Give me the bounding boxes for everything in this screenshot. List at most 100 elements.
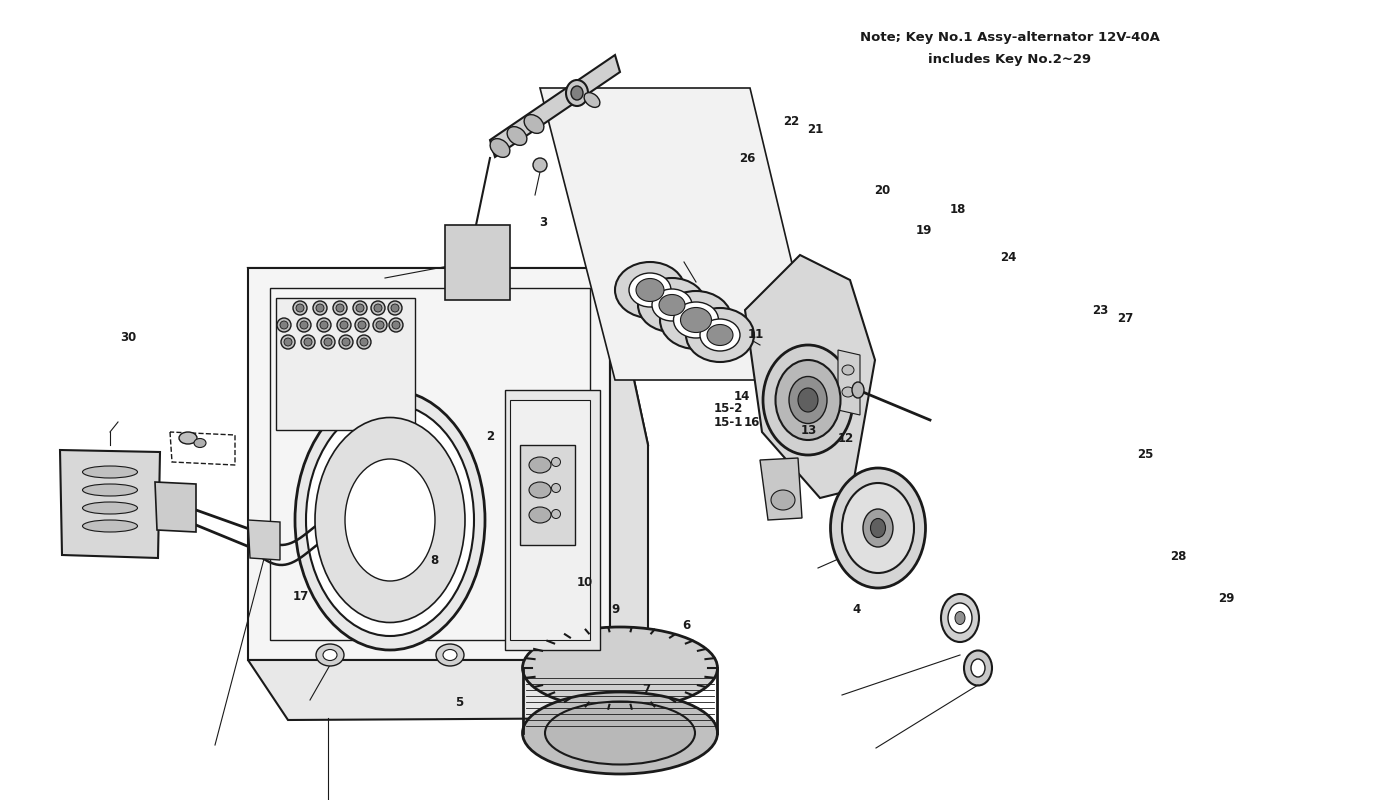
- Ellipse shape: [584, 93, 599, 107]
- Ellipse shape: [353, 301, 367, 315]
- Text: 2: 2: [486, 430, 494, 442]
- Ellipse shape: [529, 507, 552, 523]
- Polygon shape: [886, 491, 909, 518]
- Ellipse shape: [377, 321, 384, 329]
- Ellipse shape: [566, 80, 588, 106]
- Ellipse shape: [552, 458, 560, 466]
- Ellipse shape: [700, 319, 741, 351]
- Text: 12: 12: [837, 432, 854, 445]
- Ellipse shape: [841, 387, 854, 397]
- Text: 19: 19: [916, 224, 932, 237]
- Polygon shape: [839, 350, 860, 415]
- Ellipse shape: [323, 650, 337, 661]
- Ellipse shape: [955, 611, 965, 625]
- Ellipse shape: [529, 457, 552, 473]
- Polygon shape: [248, 268, 610, 660]
- Polygon shape: [760, 458, 802, 520]
- Text: 3: 3: [539, 216, 547, 229]
- Text: 7: 7: [643, 683, 651, 696]
- Polygon shape: [745, 255, 875, 498]
- Ellipse shape: [533, 158, 547, 172]
- Ellipse shape: [853, 382, 864, 398]
- Ellipse shape: [83, 520, 137, 532]
- Text: 21: 21: [806, 123, 823, 136]
- Ellipse shape: [673, 302, 718, 338]
- Text: 5: 5: [455, 696, 463, 709]
- Polygon shape: [886, 538, 909, 565]
- Text: 26: 26: [739, 152, 756, 165]
- Text: 22: 22: [783, 115, 799, 128]
- Ellipse shape: [965, 650, 993, 686]
- Text: 8: 8: [430, 554, 438, 566]
- Ellipse shape: [545, 702, 694, 765]
- Text: 9: 9: [612, 603, 620, 616]
- Polygon shape: [505, 390, 601, 650]
- Ellipse shape: [524, 114, 543, 134]
- Ellipse shape: [659, 294, 685, 315]
- Text: 29: 29: [1218, 592, 1235, 605]
- Polygon shape: [276, 298, 414, 430]
- Polygon shape: [510, 400, 589, 640]
- Ellipse shape: [374, 304, 382, 312]
- Ellipse shape: [314, 301, 328, 315]
- Ellipse shape: [315, 418, 465, 622]
- Ellipse shape: [776, 360, 840, 440]
- Ellipse shape: [871, 518, 885, 538]
- Ellipse shape: [344, 459, 435, 581]
- Text: Note; Key No.1 Assy-alternator 12V-40A: Note; Key No.1 Assy-alternator 12V-40A: [860, 31, 1161, 45]
- Text: 15-1: 15-1: [714, 416, 742, 429]
- Polygon shape: [869, 554, 886, 576]
- Text: 28: 28: [1170, 550, 1187, 562]
- Ellipse shape: [862, 509, 893, 547]
- Polygon shape: [248, 268, 648, 445]
- Text: 6: 6: [682, 619, 690, 632]
- Ellipse shape: [798, 388, 818, 412]
- Ellipse shape: [652, 289, 692, 321]
- Ellipse shape: [638, 278, 706, 332]
- Ellipse shape: [358, 321, 365, 329]
- Ellipse shape: [659, 291, 732, 349]
- Ellipse shape: [83, 484, 137, 496]
- Ellipse shape: [333, 301, 347, 315]
- Ellipse shape: [293, 301, 307, 315]
- Polygon shape: [847, 491, 869, 518]
- Polygon shape: [60, 450, 160, 558]
- Ellipse shape: [304, 338, 312, 346]
- Ellipse shape: [435, 644, 463, 666]
- Ellipse shape: [507, 126, 526, 146]
- Text: 14: 14: [734, 390, 750, 402]
- Ellipse shape: [442, 650, 456, 661]
- Ellipse shape: [336, 304, 344, 312]
- Ellipse shape: [636, 278, 664, 302]
- Ellipse shape: [629, 273, 671, 307]
- Ellipse shape: [195, 438, 206, 447]
- Ellipse shape: [295, 390, 484, 650]
- Ellipse shape: [707, 325, 734, 346]
- Ellipse shape: [281, 335, 295, 349]
- Ellipse shape: [179, 432, 197, 444]
- Ellipse shape: [83, 502, 137, 514]
- Ellipse shape: [680, 307, 711, 333]
- Ellipse shape: [615, 262, 685, 318]
- Ellipse shape: [790, 377, 827, 423]
- Ellipse shape: [522, 627, 717, 709]
- Polygon shape: [847, 538, 869, 565]
- Text: 17: 17: [293, 590, 309, 602]
- Ellipse shape: [360, 338, 368, 346]
- Text: 25: 25: [1137, 448, 1154, 461]
- Ellipse shape: [301, 335, 315, 349]
- Text: 23: 23: [1092, 304, 1109, 317]
- Text: includes Key No.2~29: includes Key No.2~29: [928, 54, 1092, 66]
- Text: 10: 10: [577, 576, 594, 589]
- Ellipse shape: [284, 338, 293, 346]
- Ellipse shape: [316, 318, 330, 332]
- Text: 11: 11: [748, 328, 764, 341]
- Ellipse shape: [337, 318, 351, 332]
- Polygon shape: [490, 55, 620, 157]
- Ellipse shape: [323, 338, 332, 346]
- Ellipse shape: [948, 603, 972, 633]
- Ellipse shape: [552, 510, 560, 518]
- Polygon shape: [840, 517, 858, 539]
- Ellipse shape: [372, 318, 386, 332]
- Ellipse shape: [389, 318, 403, 332]
